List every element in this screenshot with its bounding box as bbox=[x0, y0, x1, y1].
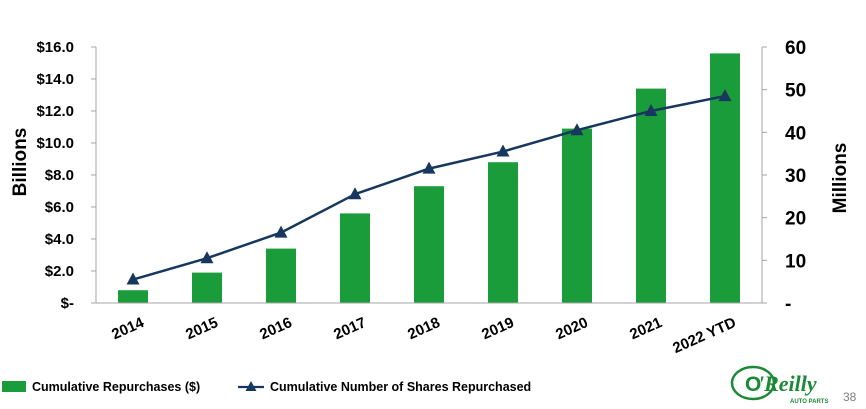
shares-point-2018 bbox=[422, 161, 436, 174]
logo-subtext: AUTO PARTS bbox=[790, 399, 828, 405]
x-tick-label: 2019 bbox=[479, 314, 516, 343]
line-series bbox=[126, 89, 732, 285]
x-tick-label: 2016 bbox=[257, 314, 294, 343]
left-tick-label: $4.0 bbox=[45, 231, 74, 248]
legend-label-shares: Cumulative Number of Shares Repurchased bbox=[270, 380, 531, 394]
x-axis-ticks: 2014 2015 2016 2017 2018 2019 2020 2021 2022 YTD bbox=[109, 314, 739, 357]
shares-point-2016 bbox=[274, 225, 288, 238]
left-tick-label: $8.0 bbox=[45, 167, 74, 184]
left-tick-label: $6.0 bbox=[45, 199, 74, 216]
left-tick-label: $16.0 bbox=[36, 39, 74, 56]
shares-point-2022-ytd bbox=[718, 89, 732, 102]
logo-wordmark: 'Reilly bbox=[758, 371, 817, 396]
bar-2016 bbox=[266, 248, 296, 303]
x-tick-label: 2015 bbox=[183, 314, 220, 343]
left-tick-label: $10.0 bbox=[36, 135, 74, 152]
legend: Cumulative Repurchases ($) Cumulative Nu… bbox=[2, 380, 531, 394]
right-tick-label: - bbox=[785, 294, 791, 315]
shares-point-2019 bbox=[496, 144, 510, 157]
shares-point-2017 bbox=[348, 187, 362, 200]
legend-bar-swatch bbox=[2, 381, 26, 392]
x-tick-label: 2014 bbox=[109, 314, 147, 343]
bar-2017 bbox=[340, 213, 370, 303]
right-tick-label: 10 bbox=[785, 251, 806, 272]
right-tick-label: 60 bbox=[785, 38, 806, 59]
left-tick-label: $14.0 bbox=[36, 71, 74, 88]
bar-2018 bbox=[414, 186, 444, 303]
x-tick-label: 2020 bbox=[553, 314, 590, 343]
left-tick-label: $2.0 bbox=[45, 263, 74, 280]
shares-point-2020 bbox=[570, 123, 584, 136]
x-tick-label: 2018 bbox=[405, 314, 442, 343]
right-tick-label: 20 bbox=[785, 209, 806, 230]
legend-label-repurchases: Cumulative Repurchases ($) bbox=[32, 380, 200, 394]
left-tick-label: $12.0 bbox=[36, 103, 74, 120]
page-number: 38 bbox=[843, 390, 857, 404]
bar-2019 bbox=[488, 162, 518, 303]
right-axis-ticks: - 10 20 30 40 50 60 bbox=[762, 38, 806, 315]
bar-2014 bbox=[118, 290, 148, 303]
legend-triangle-marker bbox=[245, 381, 257, 391]
right-tick-label: 50 bbox=[785, 81, 806, 102]
x-tick-label: 2017 bbox=[331, 314, 368, 343]
shares-point-2014 bbox=[126, 272, 140, 285]
bar-series bbox=[118, 53, 740, 304]
right-tick-label: 30 bbox=[785, 166, 806, 187]
x-tick-label: 2021 bbox=[627, 314, 664, 343]
x-tick-label: 2022 YTD bbox=[670, 314, 739, 357]
bar-2020 bbox=[562, 128, 592, 303]
left-axis-title: Billions bbox=[10, 128, 31, 197]
right-tick-label: 40 bbox=[785, 123, 806, 144]
bar-2021 bbox=[636, 88, 666, 303]
shares-point-2015 bbox=[200, 251, 214, 264]
left-axis-ticks: $- $2.0 $4.0 $6.0 $8.0 $10.0 $12.0 $14.0 $16.0 bbox=[36, 39, 96, 312]
shares-point-2021 bbox=[644, 104, 658, 116]
left-tick-label: $- bbox=[61, 295, 74, 312]
bar-2015 bbox=[192, 272, 222, 303]
right-axis-title: Millions bbox=[830, 143, 851, 214]
oreilly-logo: O 'Reilly AUTO PARTS bbox=[730, 365, 828, 405]
logo-letter-o: O bbox=[745, 373, 761, 396]
